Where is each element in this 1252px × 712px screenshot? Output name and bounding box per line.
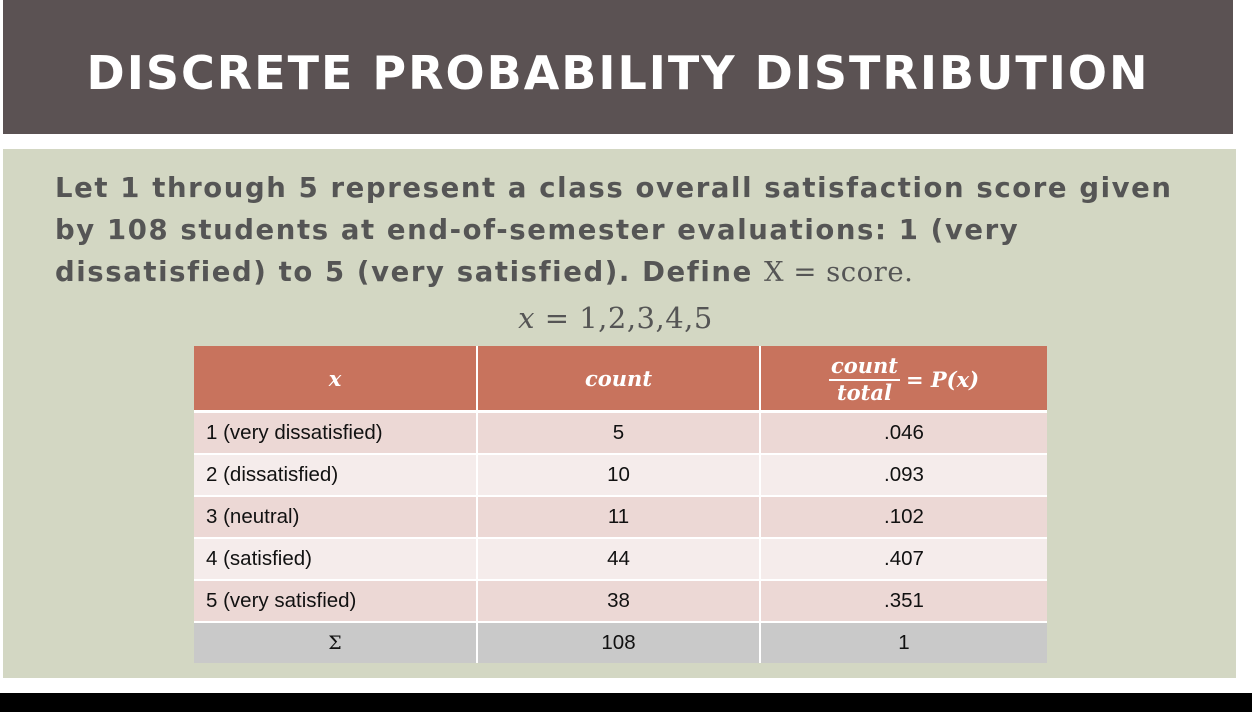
sum-probability: 1 [760,622,1047,663]
row-label: 5 (very satisfied) [194,580,478,623]
header-probability: count total = P(x) [760,346,1047,413]
sum-label: Σ [194,622,478,663]
content-panel: Let 1 through 5 represent a class overal… [3,149,1236,678]
title-bar: DISCRETE PROBABILITY DISTRIBUTION [3,0,1233,134]
x-values-rest: = 1,2,3,4,5 [534,301,713,335]
sum-count: 108 [477,622,761,663]
row-probability: .093 [760,454,1047,497]
intro-text: Let 1 through 5 represent a class overal… [55,172,1173,288]
row-count: 38 [477,580,761,623]
row-label: 3 (neutral) [194,496,478,539]
probability-table: x count count total = P(x) 1 (very dissa… [194,346,1047,663]
slide-title: DISCRETE PROBABILITY DISTRIBUTION [86,46,1150,100]
x-values-equation: x = 1,2,3,4,5 [0,301,1232,335]
fraction-rhs: = P(x) [905,366,980,392]
table-header-row: x count count total = P(x) [194,346,1047,413]
fraction-denominator: total [836,379,892,405]
row-label: 1 (very dissatisfied) [194,411,478,455]
table-row: 5 (very satisfied) 38 .351 [194,580,1047,623]
count-over-total-fraction: count total [828,354,900,405]
row-count: 5 [477,411,761,455]
row-probability: .102 [760,496,1047,539]
row-count: 11 [477,496,761,539]
table-row: 4 (satisfied) 44 .407 [194,538,1047,581]
intro-paragraph: Let 1 through 5 represent a class overal… [55,167,1205,293]
row-count: 10 [477,454,761,497]
row-probability: .351 [760,580,1047,623]
row-probability: .046 [760,411,1047,455]
table-row: 2 (dissatisfied) 10 .093 [194,454,1047,497]
row-probability: .407 [760,538,1047,581]
intro-math: X = score. [764,256,914,288]
x-values-var: x [518,301,535,335]
table-row: 1 (very dissatisfied) 5 .046 [194,411,1047,455]
table-row: 3 (neutral) 11 .102 [194,496,1047,539]
row-count: 44 [477,538,761,581]
fraction-numerator: count [828,354,900,381]
sum-row: Σ 108 1 [194,622,1047,663]
row-label: 4 (satisfied) [194,538,478,581]
row-label: 2 (dissatisfied) [194,454,478,497]
header-count: count [477,346,761,413]
bottom-black-bar [0,693,1252,712]
header-x: x [194,346,478,413]
